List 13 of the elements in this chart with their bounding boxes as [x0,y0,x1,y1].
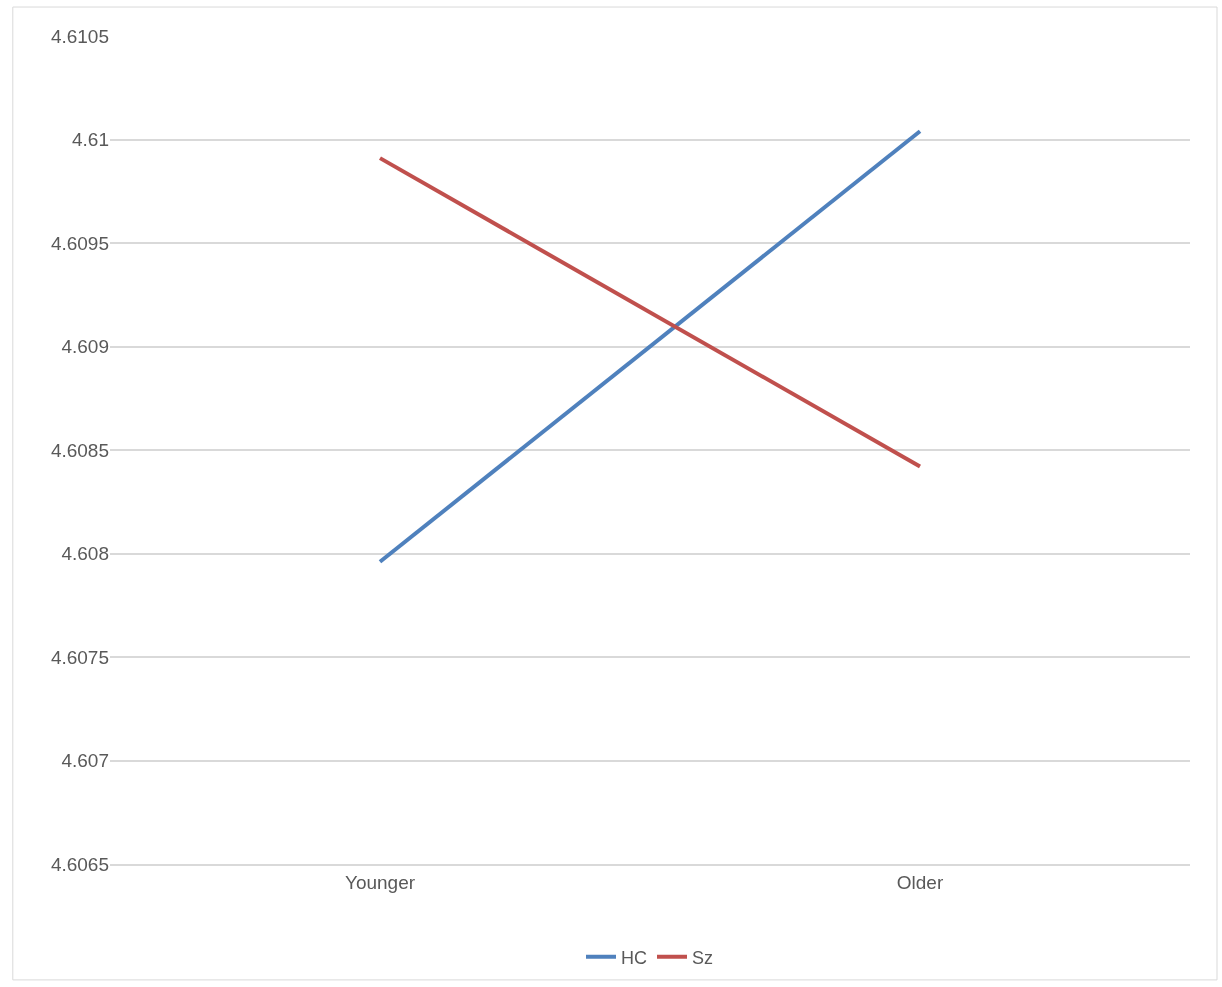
x-tick-label: Older [896,871,944,893]
y-tick-label: 4.61 [72,129,109,151]
y-tick-label: 4.6105 [50,25,109,47]
x-tick-label: Younger [344,871,416,893]
y-tick-label: 4.609 [61,336,109,358]
y-tick-label: 4.6065 [50,853,109,875]
y-tick-label: 4.608 [61,543,109,565]
y-tick-label: 4.607 [61,750,109,772]
legend-label: Sz [692,947,714,968]
y-tick-label: 4.6075 [50,646,109,668]
legend-label: HC [621,947,647,968]
y-tick-label: 4.6085 [50,439,109,461]
y-tick-label: 4.6095 [50,232,109,254]
